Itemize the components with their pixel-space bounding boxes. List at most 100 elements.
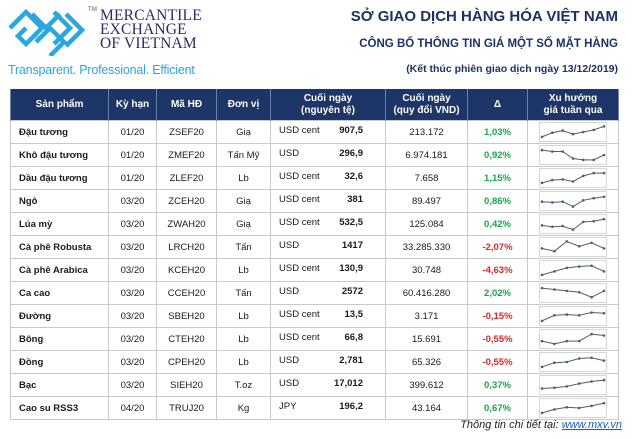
contract-code: LRCH20 (156, 235, 217, 259)
col-term: Kỳ hạn (108, 89, 157, 121)
close-native: USD 296,9 (270, 143, 386, 167)
unit: Lb (216, 350, 271, 374)
brand-name: TM MERCANTILE EXCHANGE OF VIETNAM (88, 7, 202, 51)
contract-code: ZLEF20 (156, 166, 217, 190)
trend-cell (527, 235, 619, 259)
close-vnd: 60.416.280 (385, 281, 468, 305)
currency: USD cent (279, 171, 320, 182)
term: 04/20 (108, 396, 157, 420)
term: 03/20 (108, 212, 157, 236)
sparkline-chart (539, 398, 607, 418)
tagline: Transparent. Professional. Efficient (8, 63, 195, 77)
contract-code: CTEH20 (156, 327, 217, 351)
close-native: USD cent 130,9 (270, 258, 386, 282)
sparkline-chart (539, 191, 607, 211)
price-table: Sản phẩm Kỳ hạn Mã HĐ Đơn vị Cuối ngày (n… (10, 89, 619, 420)
currency: USD cent (279, 309, 320, 320)
close-price: 2572 (341, 286, 363, 297)
currency: USD (279, 286, 300, 297)
col-code: Mã HĐ (156, 89, 217, 121)
close-price: 296,9 (339, 148, 363, 159)
brand-line-1: MERCANTILE (100, 7, 202, 24)
session-date: (Kết thúc phiên giao dịch ngày 13/12/201… (406, 63, 618, 75)
change-percent: -4,63% (467, 258, 528, 282)
close-vnd: 7.658 (385, 166, 468, 190)
table-row: Dầu đậu tương 01/20 ZLEF20 Lb USD cent 32,6 7.… (10, 166, 619, 190)
change-percent: 1,15% (467, 166, 528, 190)
table-row: Lúa mỳ 03/20 ZWAH20 Giạ USD cent 532,5 125.084… (10, 212, 619, 236)
close-native: USD cent 532,5 (270, 212, 386, 236)
unit: Tấn (216, 281, 271, 305)
mxv-website-link[interactable]: www.mxv.vn (561, 419, 622, 431)
sparkline-chart (539, 122, 607, 142)
change-percent: 0,67% (467, 396, 528, 420)
unit: T.oz (216, 373, 271, 397)
contract-code: TRUJ20 (156, 396, 217, 420)
close-native: USD 17,012 (270, 373, 386, 397)
term: 03/20 (108, 258, 157, 282)
product-name: Dầu đậu tương (10, 166, 109, 190)
unit: Lb (216, 258, 271, 282)
currency: USD cent (279, 332, 320, 343)
close-vnd: 65.326 (385, 350, 468, 374)
close-price: 32,6 (344, 171, 364, 182)
close-vnd: 3.171 (385, 304, 468, 328)
close-price: 532,5 (339, 217, 363, 228)
currency: USD cent (279, 263, 320, 274)
change-percent: 0,37% (467, 373, 528, 397)
col-close-vnd: Cuối ngày (quy đổi VND) (385, 89, 468, 121)
unit: Giạ (216, 212, 271, 236)
close-price: 66,8 (344, 332, 364, 343)
sparkline-chart (539, 375, 607, 395)
contract-code: ZSEF20 (156, 120, 217, 144)
product-name: Cà phê Robusta (10, 235, 109, 259)
mxv-logo-icon (8, 8, 86, 58)
unit: Kg (216, 396, 271, 420)
trend-cell (527, 373, 619, 397)
change-percent: 0,42% (467, 212, 528, 236)
trend-cell (527, 304, 619, 328)
col-product: Sản phẩm (10, 89, 109, 121)
contract-code: CPEH20 (156, 350, 217, 374)
currency: USD (279, 148, 300, 159)
change-percent: 1,03% (467, 120, 528, 144)
contract-code: CCEH20 (156, 281, 217, 305)
page-subtitle: CÔNG BỐ THÔNG TIN GIÁ MỘT SỐ MẶT HÀNG (359, 38, 618, 50)
sparkline-chart (539, 352, 607, 372)
unit: Giạ (216, 120, 271, 144)
close-native: JPY 196,2 (270, 396, 386, 420)
change-percent: 2,02% (467, 281, 528, 305)
sparkline-chart (539, 145, 607, 165)
currency: USD cent (279, 125, 320, 136)
mxv-logo (6, 6, 96, 58)
change-percent: 0,92% (467, 143, 528, 167)
contract-code: ZMEF20 (156, 143, 217, 167)
product-name: Bông (10, 327, 109, 351)
table-row: Đồng 03/20 CPEH20 Lb USD 2,781 65.326 -0,55% (10, 350, 619, 374)
sparkline-chart (539, 329, 607, 349)
change-percent: -0,55% (467, 350, 528, 374)
sparkline-chart (539, 283, 607, 303)
product-name: Đồng (10, 350, 109, 374)
close-price: 381 (347, 194, 363, 205)
close-price: 2,781 (339, 355, 363, 366)
col-unit: Đơn vị (216, 89, 271, 121)
sparkline-chart (539, 168, 607, 188)
product-name: Đậu tương (10, 120, 109, 144)
page-title: SỞ GIAO DỊCH HÀNG HÓA VIỆT NAM (350, 8, 618, 25)
product-name: Lúa mỳ (10, 212, 109, 236)
table-row: Cà phê Robusta 03/20 LRCH20 Tấn USD 1417 33.28… (10, 235, 619, 259)
currency: USD (279, 240, 300, 251)
close-price: 1417 (341, 240, 363, 251)
table-row: Cà phê Arabica 03/20 KCEH20 Lb USD cent 130,9… (10, 258, 619, 282)
close-native: USD 2,781 (270, 350, 386, 374)
term: 01/20 (108, 143, 157, 167)
close-vnd: 33.285.330 (385, 235, 468, 259)
term: 01/20 (108, 120, 157, 144)
term: 03/20 (108, 327, 157, 351)
close-vnd: 6.974.181 (385, 143, 468, 167)
sparkline-chart (539, 237, 607, 257)
unit: Tấn Mỹ (216, 143, 271, 167)
sparkline-chart (539, 260, 607, 280)
product-name: Ca cao (10, 281, 109, 305)
